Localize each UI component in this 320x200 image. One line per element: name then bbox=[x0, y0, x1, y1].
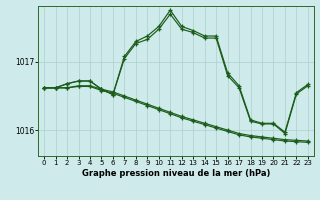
X-axis label: Graphe pression niveau de la mer (hPa): Graphe pression niveau de la mer (hPa) bbox=[82, 169, 270, 178]
